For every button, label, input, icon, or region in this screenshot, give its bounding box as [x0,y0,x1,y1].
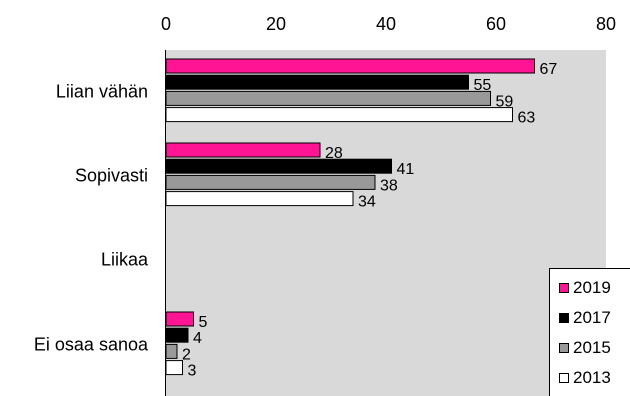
legend: 2019 2017 2015 2013 [549,268,630,396]
data-label: 63 [518,110,536,127]
category-labels: Liian vähän Sopivasti Liikaa Ei osaa sanoa [34,81,149,354]
bar-2015 [165,174,376,190]
bar-2015 [165,90,491,106]
x-tick-label: 40 [376,14,396,34]
bar-2019 [165,142,321,158]
data-label: 2 [182,346,191,363]
data-label: 34 [358,194,376,211]
legend-label: 2013 [573,368,611,387]
x-tick-label: 60 [486,14,506,34]
legend-swatch [559,373,569,383]
legend-label: 2015 [573,338,611,357]
x-axis-ticks: 0 20 40 60 80 [161,14,616,34]
category-label: Liikaa [101,249,149,269]
legend-swatch [559,313,569,323]
category-label: Liian vähän [56,81,148,101]
bar-2017 [165,327,189,343]
legend-item: 2013 [559,364,611,392]
category-label: Ei osaa sanoa [34,334,149,354]
x-tick-label: 80 [596,14,616,34]
legend-item: 2015 [559,334,611,362]
legend-label: 2017 [573,308,611,327]
data-label: 59 [496,93,514,110]
bar-2017 [165,74,469,90]
data-label: 38 [380,177,398,194]
legend-item: 2019 [559,274,611,302]
bar-2017 [165,158,392,174]
data-label: 55 [474,77,492,94]
legend-swatch [559,343,569,353]
bar-2019 [165,58,535,74]
data-label: 4 [193,330,202,347]
data-label: 67 [540,61,558,78]
legend-item: 2017 [559,304,611,332]
bar-2013 [165,107,513,123]
bar-2015 [165,343,178,359]
x-tick-label: 0 [161,14,171,34]
bar-2013 [165,360,183,376]
legend-swatch [559,283,569,293]
data-label: 5 [199,314,208,331]
data-label: 3 [188,363,197,380]
bar-2019 [165,311,194,327]
data-label: 28 [325,145,343,162]
legend-label: 2019 [573,278,611,297]
bar-2013 [165,191,354,207]
x-tick-label: 20 [266,14,286,34]
category-label: Sopivasti [75,165,148,185]
data-label: 41 [397,161,415,178]
